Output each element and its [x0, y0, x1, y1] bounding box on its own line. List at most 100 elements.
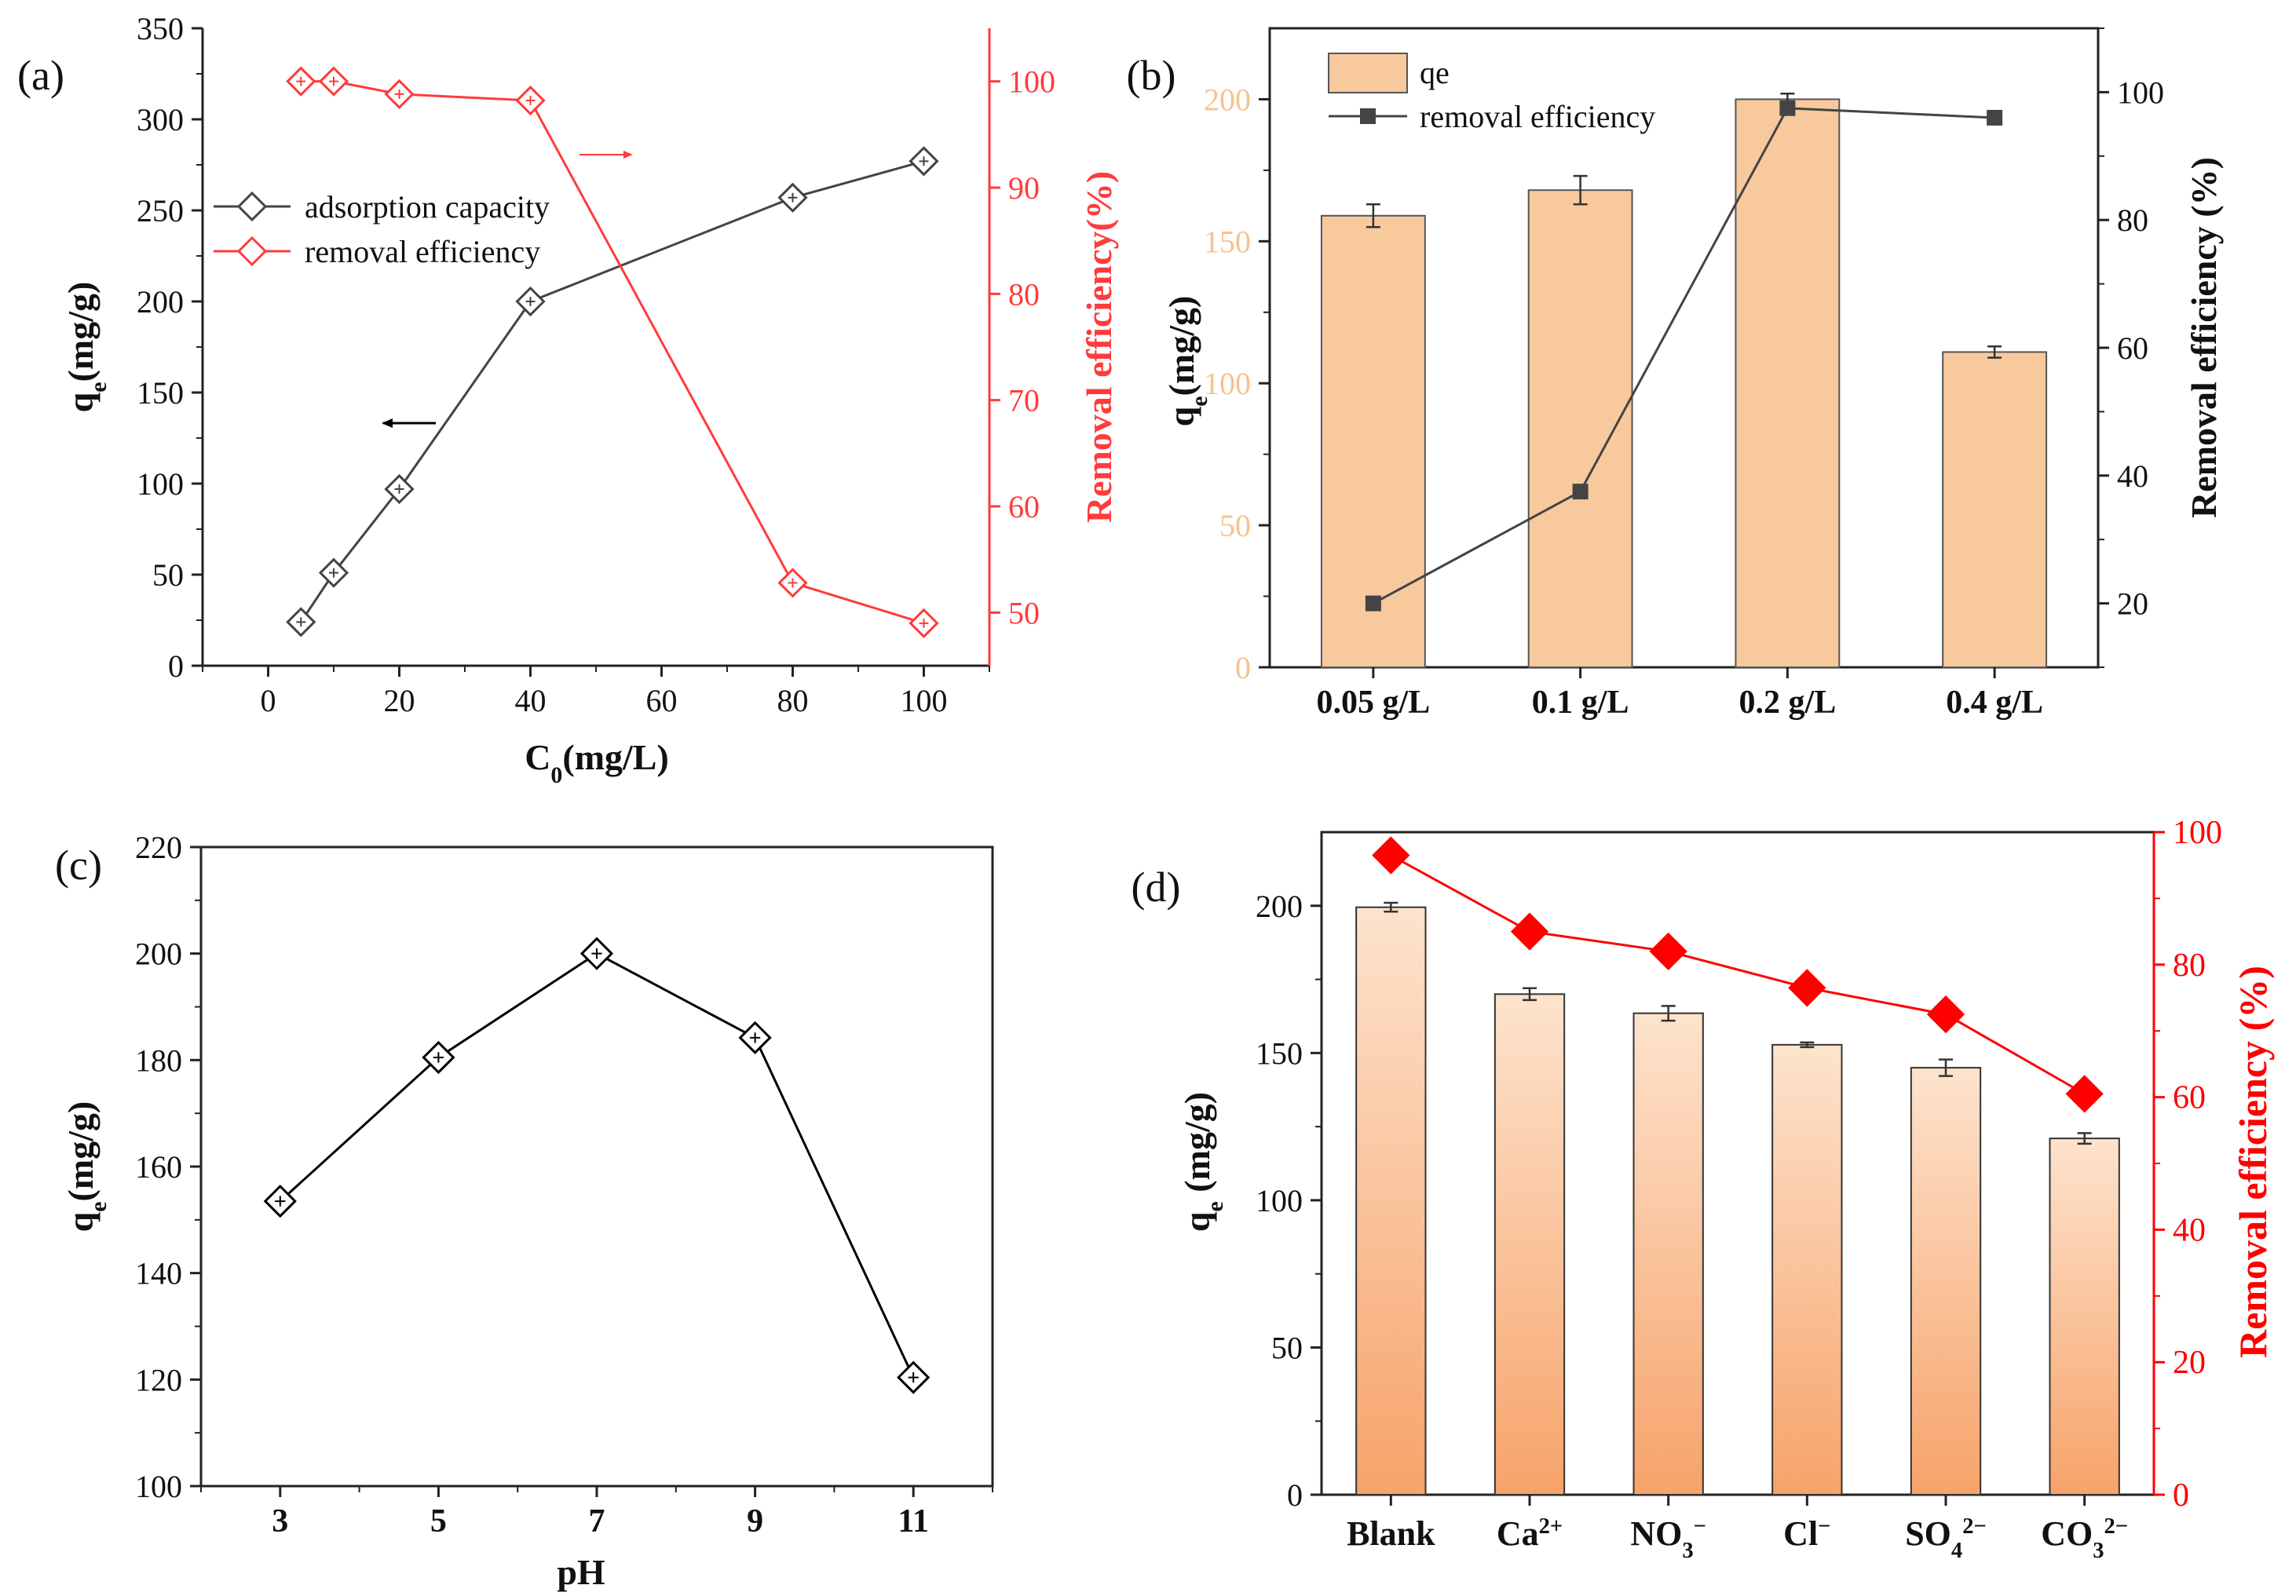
x-tick-label: 60 — [646, 683, 678, 718]
text-span: q — [60, 392, 101, 412]
marker-cross — [433, 1052, 444, 1063]
x-axis-title: C0(mg/L) — [525, 737, 669, 788]
error-bar — [1366, 203, 1380, 228]
y-tick-label: 0 — [1235, 650, 1251, 685]
qe-point — [422, 1040, 455, 1075]
legend-swatch — [1328, 53, 1408, 93]
removal-point — [1987, 109, 2003, 126]
text-span: − — [1818, 1514, 1830, 1539]
left-arrow-head — [382, 418, 393, 428]
y2-tick-label: 100 — [2173, 815, 2222, 851]
marker-cross — [296, 617, 306, 627]
marker-shape — [1926, 995, 1965, 1034]
x-tick-label: 0 — [261, 683, 276, 718]
text-span: 4 — [1951, 1539, 1962, 1563]
qe-point — [738, 1021, 772, 1054]
x-tick-label: 9 — [747, 1503, 763, 1539]
x-tick-label: 11 — [898, 1503, 929, 1539]
qe-point — [897, 1360, 930, 1394]
bar — [1910, 1067, 1982, 1496]
panel-label: (d) — [1132, 864, 1181, 911]
y2-tick-label: 60 — [2173, 1080, 2206, 1116]
marker-cross — [275, 1196, 286, 1207]
bar — [1320, 214, 1426, 669]
marker-cross — [908, 1371, 919, 1383]
x-tick-label: Ca2+ — [1497, 1514, 1563, 1554]
removal-point — [1510, 912, 1549, 951]
marker-cross — [749, 1032, 761, 1043]
text-span: NO — [1630, 1514, 1682, 1553]
removal-point — [909, 608, 939, 638]
text-span: (mg/g) — [1161, 296, 1201, 396]
removal-point — [2065, 1075, 2104, 1113]
y2-tick-label: 40 — [2117, 458, 2148, 494]
x-tick-label: 0.1 g/L — [1532, 685, 1629, 721]
y-tick-label: 150 — [1204, 224, 1251, 259]
removal-point — [1779, 100, 1796, 116]
marker-cross — [788, 192, 798, 203]
marker-cross — [919, 618, 929, 628]
marker-shape — [1372, 836, 1410, 875]
text-span: q — [60, 1211, 101, 1232]
error-bar — [1939, 1058, 1953, 1077]
marker-cross — [329, 568, 338, 578]
y-tick-label: 150 — [137, 375, 184, 411]
marker-shape — [1510, 912, 1549, 951]
y-tick-label: 200 — [1204, 82, 1251, 117]
legend: adsorption capacity removal efficiency — [214, 189, 550, 269]
y2-tick-label: 80 — [2117, 203, 2148, 238]
x-tick-label: 5 — [430, 1503, 447, 1539]
text-span: (mg/L) — [562, 737, 668, 777]
legend: qe removal efficiency — [1328, 53, 1655, 134]
marker-shape — [236, 236, 268, 267]
marker-cross — [788, 578, 798, 588]
error-bar — [1987, 345, 2002, 359]
y2-tick-label: 80 — [2173, 948, 2206, 984]
marker-cross — [525, 297, 536, 306]
y-tick-label: 100 — [1256, 1183, 1303, 1218]
x-tick-label: 0.2 g/L — [1739, 685, 1837, 721]
removal-point — [1649, 932, 1687, 971]
marker-cross — [296, 76, 306, 86]
y2-axis-title: Removal efficiency (%) — [2184, 157, 2224, 518]
x-tick-label: SO42− — [1905, 1514, 1987, 1563]
x-tick-label: 40 — [515, 683, 547, 718]
marker-cross — [525, 96, 536, 105]
x-axis-title: pH — [557, 1552, 605, 1592]
bar — [2049, 1138, 2120, 1496]
y-tick-label: 0 — [1287, 1477, 1303, 1513]
marker-cross — [919, 156, 929, 166]
error-bar — [1661, 1005, 1676, 1022]
marker-shape — [236, 191, 268, 222]
text-span: Ca — [1497, 1514, 1539, 1553]
x-tick-label: 100 — [901, 683, 948, 718]
marker-cross — [591, 948, 602, 959]
x-tick-label: NO3− — [1630, 1514, 1706, 1563]
error-bar — [2077, 1132, 2092, 1145]
panel-c: 100 120 140 160 180 200 220 3 5 7 9 11 (c) pH qe(mg/g) — [55, 830, 994, 1592]
removal-point — [1788, 969, 1826, 1007]
y-tick-label: 150 — [1256, 1035, 1303, 1071]
removal-line — [1373, 107, 1995, 604]
y-tick-label: 50 — [1271, 1330, 1303, 1365]
adsorption-point — [909, 146, 939, 177]
legend-marker — [1360, 108, 1376, 124]
bar — [1355, 906, 1427, 1496]
y2-tick-label: 100 — [2117, 75, 2164, 110]
adsorption-point — [318, 557, 349, 588]
text-span: (mg/g) — [60, 1101, 101, 1202]
adsorption-point — [384, 473, 415, 505]
y-tick-label: 50 — [152, 557, 184, 593]
panel-b: 0 50 100 150 200 20 40 60 80 100 0.05 g/L 0.1 g/L 0.… — [1127, 27, 2224, 721]
y-tick-label: 300 — [137, 102, 184, 137]
y-tick-label: 200 — [135, 937, 182, 972]
text-span: 0 — [550, 762, 562, 788]
text-span: 3 — [2093, 1539, 2104, 1563]
removal-line — [1390, 854, 2086, 1095]
adsorption-point — [777, 182, 808, 213]
y-axis-title: qe(mg/g) — [60, 282, 112, 413]
y2-tick-label: 70 — [1008, 383, 1040, 418]
x-tick-label: 7 — [589, 1503, 605, 1539]
y-tick-label: 350 — [137, 11, 184, 46]
